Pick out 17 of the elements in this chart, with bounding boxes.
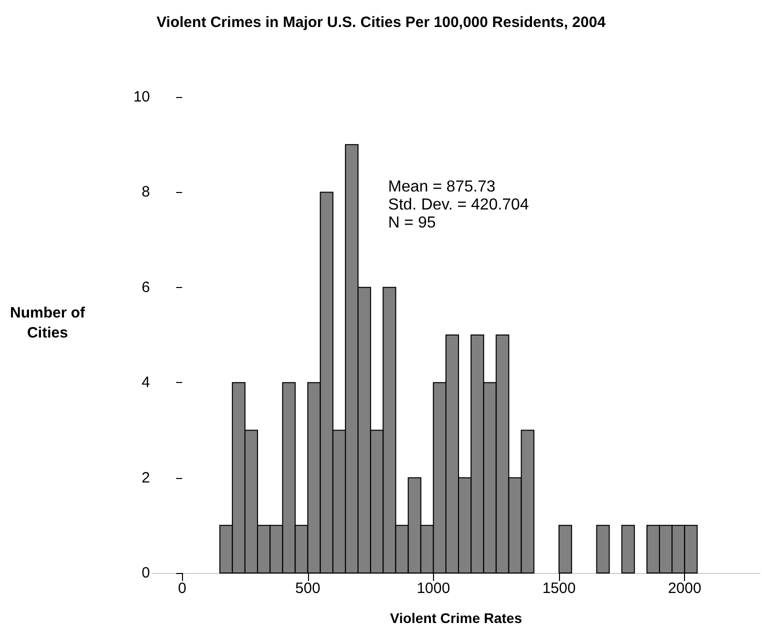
- x-tick-label: 1000: [416, 580, 450, 597]
- x-tick-label: 500: [295, 580, 320, 597]
- annotation: Mean = 875.73: [388, 178, 496, 196]
- y-axis-title: Number of Cities: [10, 304, 86, 342]
- y-tick-label: 10: [133, 88, 150, 106]
- y-tick-label: 4: [142, 374, 150, 392]
- annotation: Std. Dev. = 420.704: [388, 196, 529, 214]
- chart-title: Violent Crimes in Major U.S. Cities Per 100,000 Residents, 2004: [156, 14, 606, 31]
- x-tick-label: 1500: [542, 580, 576, 597]
- y-tick-label: 6: [142, 278, 150, 296]
- y-tick-label: 2: [142, 469, 150, 486]
- x-axis-title: Violent Crime Rates: [390, 610, 522, 626]
- x-tick-label: 2000: [668, 580, 702, 597]
- x-tick-label: 0: [178, 580, 186, 597]
- y-tick-label: 8: [142, 184, 150, 201]
- y-tick-label: 0: [142, 564, 150, 582]
- annotation: N = 95: [388, 214, 436, 232]
